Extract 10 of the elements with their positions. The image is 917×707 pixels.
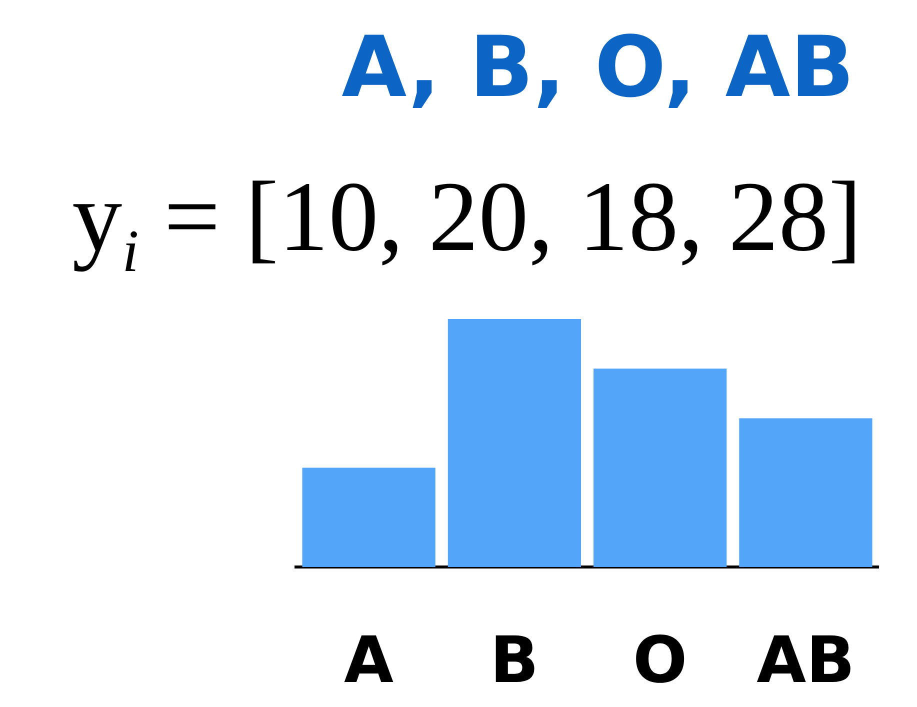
bar xyxy=(302,468,436,567)
chart-title: A, B, O, AB xyxy=(340,18,856,117)
x-tick-label: B xyxy=(490,624,539,698)
chart-subtitle: y$_{i}$ = [10, 20, 18, 28] xyxy=(71,160,863,286)
x-tick-label: O xyxy=(632,624,688,698)
bar xyxy=(739,418,872,567)
bar xyxy=(594,368,727,567)
x-tick-label: AB xyxy=(756,624,855,698)
bar xyxy=(448,319,582,567)
x-tick-label: A xyxy=(344,624,394,698)
